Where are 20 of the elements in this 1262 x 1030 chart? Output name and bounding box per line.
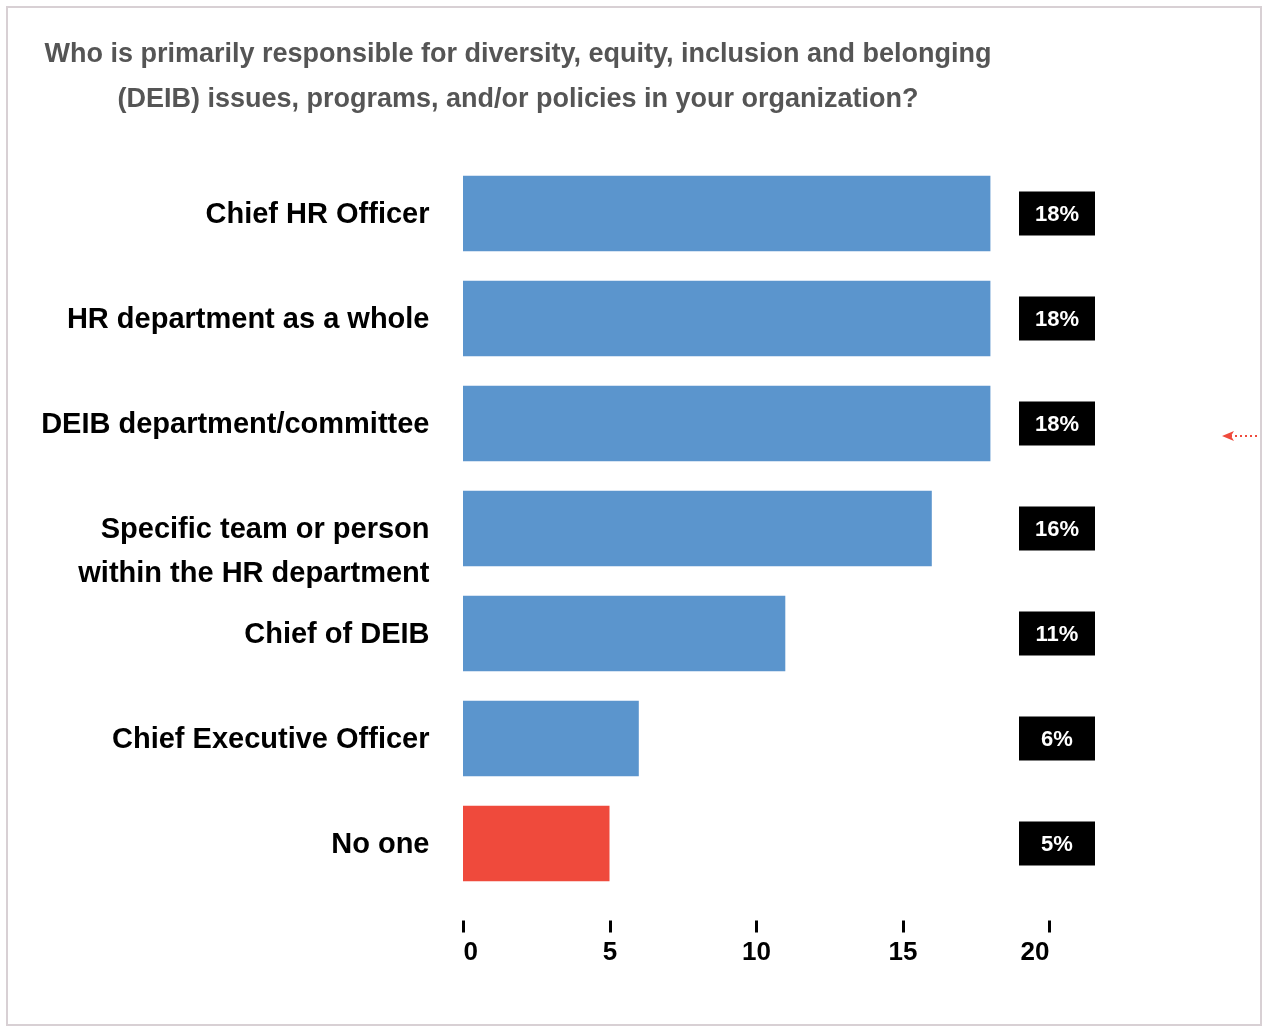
x-tick-label: 15 xyxy=(888,935,918,966)
data-label: 18% xyxy=(1034,410,1080,436)
x-tick-label: 10 xyxy=(742,935,771,966)
y-tick-label: Chief Executive Officer xyxy=(112,721,430,754)
y-tick-label: No one xyxy=(331,826,430,859)
data-label: 6% xyxy=(1041,725,1073,751)
data-label: 16% xyxy=(1034,515,1080,541)
y-tick-label: Specific team or person within the HR department xyxy=(77,511,430,588)
y-tick-label: Chief of DEIB xyxy=(244,616,430,649)
x-tick-label: 0 xyxy=(463,935,478,966)
y-tick-label: Chief HR Officer xyxy=(205,196,430,229)
chart-title: Who is primarily responsible for diversity, equity, inclusion and belonging (DEIB) issues, programs, and/or policies in your organization? xyxy=(44,38,992,113)
data-label: 18% xyxy=(1034,200,1080,226)
x-tick-label: 5 xyxy=(602,935,618,966)
data-label: 5% xyxy=(1041,830,1073,856)
x-tick-label: 20 xyxy=(1020,935,1050,966)
y-tick-label: HR department as a whole xyxy=(66,301,430,334)
y-tick-label: DEIB department/committee xyxy=(41,406,430,439)
data-label: 18% xyxy=(1034,305,1080,331)
data-label: 11% xyxy=(1035,620,1079,646)
